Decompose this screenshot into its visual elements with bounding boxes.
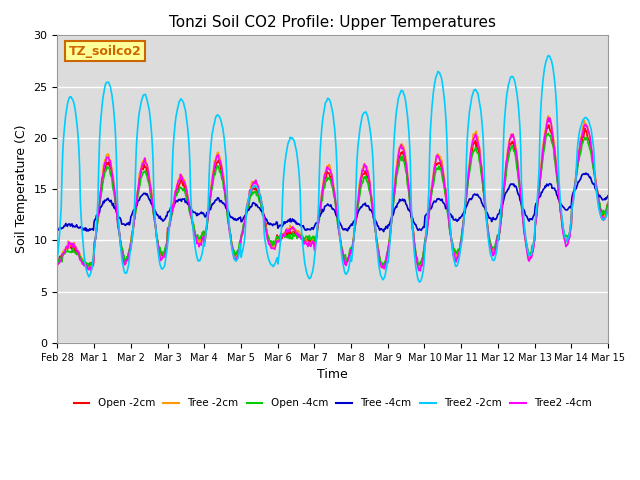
- Open -2cm: [545, 122, 552, 128]
- Tree -4cm: [63, 224, 71, 229]
- Tree2 -4cm: [400, 146, 408, 152]
- Tree -2cm: [63, 244, 71, 250]
- Open -4cm: [545, 131, 552, 136]
- Tree -2cm: [401, 148, 408, 154]
- Line: Open -2cm: Open -2cm: [58, 125, 608, 269]
- Tree -2cm: [545, 113, 552, 119]
- Tree -4cm: [176, 196, 184, 202]
- Tree -4cm: [54, 228, 61, 233]
- Tree2 -4cm: [417, 268, 424, 274]
- Line: Tree2 -2cm: Tree2 -2cm: [58, 56, 608, 282]
- Open -4cm: [206, 203, 214, 209]
- Open -2cm: [120, 256, 128, 262]
- Tree2 -2cm: [604, 205, 612, 211]
- Open -2cm: [205, 202, 213, 208]
- Tree2 -4cm: [205, 206, 213, 212]
- Line: Open -4cm: Open -4cm: [58, 133, 608, 266]
- Tree2 -4cm: [545, 115, 552, 121]
- Tree2 -4cm: [176, 177, 184, 183]
- Tree -2cm: [54, 262, 61, 267]
- Tree -2cm: [83, 266, 91, 272]
- Open -2cm: [54, 258, 61, 264]
- Tree -2cm: [121, 262, 129, 267]
- Tree -4cm: [582, 170, 589, 176]
- Tree -4cm: [401, 197, 408, 203]
- Open -4cm: [177, 184, 184, 190]
- Tree2 -2cm: [416, 279, 424, 285]
- Tree -4cm: [417, 227, 424, 233]
- Legend: Open -2cm, Tree -2cm, Open -4cm, Tree -4cm, Tree2 -2cm, Tree2 -4cm: Open -2cm, Tree -2cm, Open -4cm, Tree -4…: [70, 394, 596, 412]
- Line: Tree2 -4cm: Tree2 -4cm: [58, 118, 608, 271]
- Tree -4cm: [604, 193, 612, 199]
- Line: Tree -4cm: Tree -4cm: [58, 173, 608, 231]
- Open -2cm: [63, 246, 71, 252]
- Tree2 -4cm: [63, 245, 71, 251]
- Tree -4cm: [205, 206, 213, 212]
- Tree2 -2cm: [545, 53, 552, 59]
- X-axis label: Time: Time: [317, 368, 348, 381]
- Tree2 -4cm: [54, 262, 61, 267]
- Open -4cm: [63, 248, 71, 253]
- Tree2 -2cm: [176, 98, 184, 104]
- Open -2cm: [381, 266, 388, 272]
- Open -2cm: [176, 180, 184, 186]
- Open -4cm: [86, 264, 93, 269]
- Open -4cm: [121, 258, 129, 264]
- Open -4cm: [401, 159, 408, 165]
- Tree -2cm: [604, 199, 612, 204]
- Tree -2cm: [177, 174, 184, 180]
- Tree -4cm: [380, 228, 387, 234]
- Tree2 -4cm: [120, 260, 128, 265]
- Open -2cm: [417, 260, 424, 266]
- Text: TZ_soilco2: TZ_soilco2: [68, 45, 141, 58]
- Title: Tonzi Soil CO2 Profile: Upper Temperatures: Tonzi Soil CO2 Profile: Upper Temperatur…: [169, 15, 496, 30]
- Tree2 -2cm: [400, 90, 408, 96]
- Tree2 -2cm: [54, 254, 61, 260]
- Tree -4cm: [120, 221, 128, 227]
- Tree2 -4cm: [604, 204, 612, 209]
- Tree2 -2cm: [63, 102, 71, 108]
- Tree -2cm: [417, 262, 424, 268]
- Line: Tree -2cm: Tree -2cm: [58, 116, 608, 269]
- Open -4cm: [54, 259, 61, 265]
- Tree2 -2cm: [417, 278, 424, 284]
- Open -4cm: [604, 201, 612, 206]
- Open -2cm: [401, 155, 408, 160]
- Tree2 -2cm: [120, 268, 128, 274]
- Tree2 -4cm: [416, 265, 424, 271]
- Tree2 -2cm: [205, 175, 213, 181]
- Tree -2cm: [206, 196, 214, 202]
- Open -4cm: [417, 259, 424, 264]
- Y-axis label: Soil Temperature (C): Soil Temperature (C): [15, 125, 28, 253]
- Open -2cm: [604, 201, 612, 206]
